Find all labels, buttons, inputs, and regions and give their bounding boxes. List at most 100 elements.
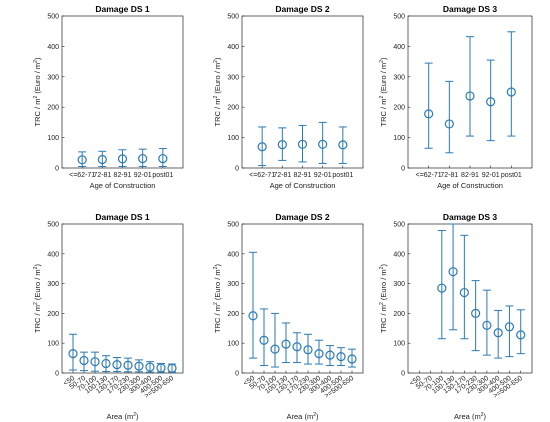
y-tick-label: 200	[393, 105, 405, 112]
error-bar-point	[259, 308, 269, 367]
error-bar-point	[79, 351, 89, 372]
y-tick-label: 200	[227, 105, 239, 112]
data-point-marker	[248, 311, 258, 321]
error-bar-point	[277, 127, 287, 161]
data-point-marker	[123, 360, 133, 370]
error-bar-point	[292, 332, 302, 364]
error-bar-point	[270, 312, 280, 368]
chart-title: Damage DS 2	[275, 212, 330, 222]
x-tick-label: post01	[152, 172, 173, 179]
data-point-marker	[486, 97, 496, 107]
error-bar-point	[167, 363, 177, 373]
error-bar-point	[134, 359, 144, 373]
data-point-marker	[465, 91, 475, 101]
x-tick-label: 92-01	[482, 172, 500, 179]
x-axis-label: Age of Construction	[270, 181, 336, 190]
data-point-marker	[138, 153, 148, 164]
data-point-marker	[90, 357, 100, 367]
data-point-marker	[424, 109, 434, 119]
data-point-marker	[79, 355, 89, 366]
plot-area	[61, 223, 184, 374]
data-point-marker	[459, 287, 469, 298]
error-bar-point	[506, 31, 516, 137]
error-bar-point	[325, 345, 335, 367]
data-point-marker	[506, 87, 516, 97]
y-tick-label: 100	[393, 135, 405, 142]
error-bar-point	[314, 339, 324, 365]
x-tick-label: 72-81	[273, 172, 291, 179]
data-point-marker	[338, 140, 348, 150]
x-tick-label: post01	[332, 172, 353, 179]
error-bar-point	[444, 80, 454, 154]
error-bar-point	[437, 230, 447, 340]
data-point-marker	[112, 360, 122, 370]
x-tick-label: 82-91	[294, 172, 312, 179]
y-tick-label: 300	[227, 74, 239, 81]
plot-area	[241, 223, 364, 374]
x-axis-label: Area (m2)	[107, 412, 139, 421]
x-tick-label: 92-01	[134, 172, 152, 179]
chart-title: Damage DS 2	[275, 4, 330, 14]
y-tick-label: 0	[401, 371, 405, 378]
data-point-marker	[145, 362, 155, 372]
chart-title: Damage DS 3	[443, 212, 498, 222]
y-tick-label: 300	[393, 281, 405, 288]
y-tick-label: 100	[227, 135, 239, 142]
y-axis-label: TRC / m2 (Euro / m2)	[379, 57, 388, 126]
y-tick-label: 400	[227, 44, 239, 51]
data-point-marker	[281, 339, 291, 349]
y-tick-label: 200	[47, 311, 59, 318]
y-tick-label: 0	[235, 371, 239, 378]
error-bar-point	[347, 348, 357, 368]
error-bar-point	[117, 149, 128, 167]
y-tick-label: 300	[393, 74, 405, 81]
y-tick-label: 400	[393, 44, 405, 51]
y-tick-label: 0	[235, 166, 239, 173]
chart-panel-6: Damage DS 30100200300400500<5050-7070-10…	[379, 212, 533, 421]
error-bar-point	[448, 223, 458, 331]
error-bar-point	[424, 62, 434, 149]
error-bar-point	[493, 309, 503, 359]
y-tick-label: 400	[47, 251, 59, 258]
x-axis-label: Age of Construction	[90, 181, 156, 190]
data-point-marker	[493, 328, 503, 338]
data-point-marker	[347, 354, 357, 364]
plot-area	[407, 223, 533, 374]
error-bar-point	[123, 357, 133, 373]
x-axis-label: Area (m2)	[287, 412, 319, 421]
y-tick-label: 0	[55, 166, 59, 173]
error-bar-point	[516, 309, 526, 355]
data-point-marker	[444, 119, 454, 129]
data-point-marker	[516, 330, 526, 340]
error-bar-point	[112, 357, 122, 373]
y-tick-label: 400	[393, 251, 405, 258]
error-bar-point	[486, 59, 496, 142]
y-tick-label: 200	[47, 105, 59, 112]
error-bar-point	[303, 333, 313, 365]
error-bar-point	[101, 355, 111, 373]
error-bar-point	[158, 148, 168, 167]
data-point-marker	[68, 349, 78, 359]
y-tick-label: 100	[393, 341, 405, 348]
error-bar-point	[68, 333, 78, 371]
y-tick-label: 100	[47, 341, 59, 348]
error-bar-point	[281, 322, 291, 364]
error-bar-point	[338, 126, 348, 164]
y-tick-label: 400	[47, 44, 59, 51]
y-axis-label: TRC / m2 (Euro / m2)	[213, 264, 222, 333]
data-point-marker	[158, 153, 168, 164]
x-tick-label: <=62-71	[416, 172, 442, 179]
error-bar-point	[97, 150, 107, 167]
data-point-marker	[257, 142, 267, 152]
data-point-marker	[167, 363, 177, 373]
y-tick-label: 500	[393, 222, 405, 229]
x-axis-label: Area (m2)	[454, 412, 486, 421]
y-axis-label: TRC / m2 (Euro / m2)	[33, 57, 42, 126]
y-tick-label: 500	[47, 222, 59, 229]
data-point-marker	[471, 308, 481, 318]
y-axis-label: TRC / m2 (Euro / m2)	[213, 57, 222, 126]
error-bar-point	[90, 351, 100, 372]
data-point-marker	[292, 342, 302, 352]
